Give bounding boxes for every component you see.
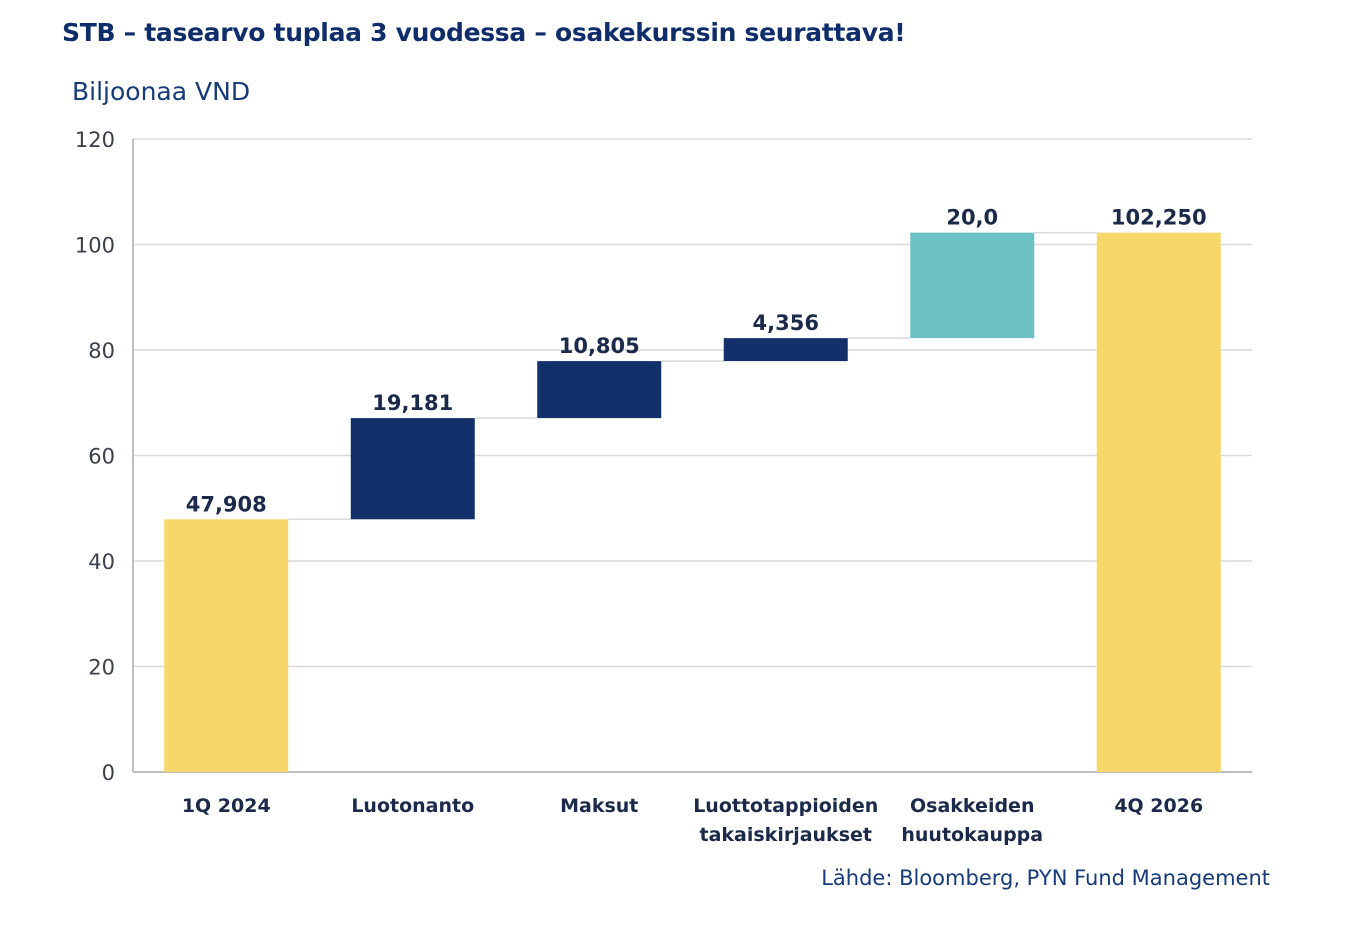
x-category-label: 1Q 2024 bbox=[182, 795, 271, 817]
chart-title: STB – tasearvo tuplaa 3 vuodessa – osake… bbox=[62, 18, 906, 47]
bar-1 bbox=[350, 418, 475, 520]
data-labels: 47,908 19,181 10,805 4,356 20,0 102,250 bbox=[186, 206, 1207, 517]
y-tick-label: 100 bbox=[75, 234, 115, 258]
x-category-label: Luottotappioiden bbox=[693, 795, 878, 817]
bar-2 bbox=[537, 361, 662, 419]
x-category-label: takaiskirjaukset bbox=[700, 824, 872, 846]
data-label-3: 4,356 bbox=[753, 311, 819, 335]
bar-3 bbox=[723, 338, 848, 362]
bar-4 bbox=[910, 232, 1035, 339]
y-tick-label: 40 bbox=[88, 550, 115, 574]
bar-5 bbox=[1096, 232, 1221, 773]
x-category-label: 4Q 2026 bbox=[1114, 795, 1203, 817]
bars bbox=[164, 232, 1221, 773]
connectors bbox=[288, 231, 1097, 521]
source-note: Lähde: Bloomberg, PYN Fund Management bbox=[821, 866, 1270, 890]
x-category-label: Luotonanto bbox=[351, 795, 474, 817]
y-tick-label: 120 bbox=[75, 128, 115, 152]
gridlines bbox=[132, 138, 1252, 773]
x-category-labels: 1Q 2024 Luotonanto Maksut Luottotappioiden t… bbox=[182, 795, 1203, 846]
x-category-label: huutokauppa bbox=[901, 824, 1043, 846]
y-axis-unit-label: Biljoonaa VND bbox=[72, 77, 251, 106]
y-tick-labels: 0 20 40 60 80 100 120 bbox=[75, 128, 115, 785]
y-tick-label: 0 bbox=[102, 761, 115, 785]
y-tick-label: 20 bbox=[88, 656, 115, 680]
data-label-2: 10,805 bbox=[559, 334, 640, 358]
data-label-0: 47,908 bbox=[186, 492, 267, 516]
x-category-label: Maksut bbox=[560, 795, 638, 817]
data-label-1: 19,181 bbox=[372, 391, 453, 415]
bar-0 bbox=[164, 519, 289, 772]
x-category-label: Osakkeiden bbox=[910, 795, 1034, 817]
data-label-5: 102,250 bbox=[1111, 206, 1207, 230]
y-tick-label: 60 bbox=[88, 445, 115, 469]
y-tick-label: 80 bbox=[88, 339, 115, 363]
data-label-4: 20,0 bbox=[946, 206, 998, 230]
